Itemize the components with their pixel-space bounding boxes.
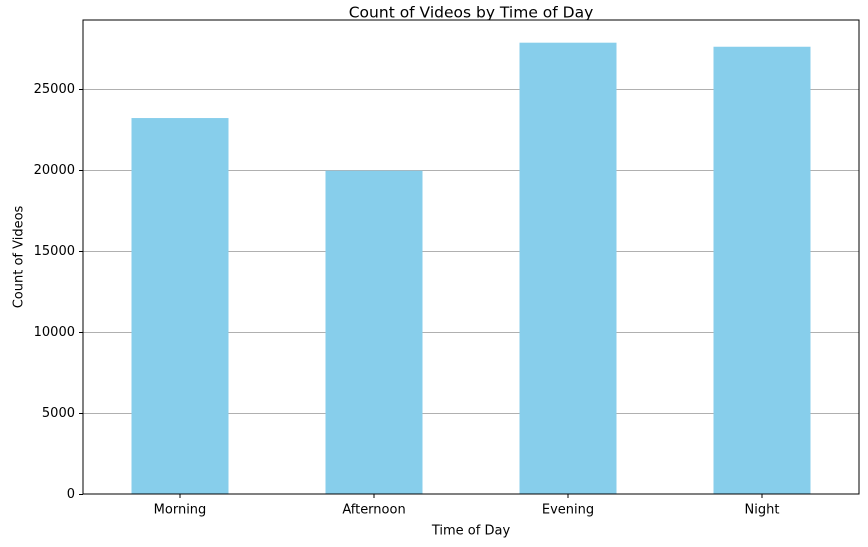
bars xyxy=(131,42,811,495)
x-tick-label: Afternoon xyxy=(342,503,405,518)
x-axis-ticks: Morning Afternoon Evening Night xyxy=(154,494,780,518)
y-tick-label: 5000 xyxy=(42,406,75,421)
x-tick-label: Morning xyxy=(154,503,207,518)
x-axis-label: Time of Day xyxy=(431,524,511,539)
y-tick-label: 10000 xyxy=(34,325,75,340)
y-tick-label: 25000 xyxy=(34,82,75,97)
x-tick-label: Night xyxy=(745,503,780,518)
y-tick-label: 0 xyxy=(67,487,75,502)
chart-title: Count of Videos by Time of Day xyxy=(349,4,594,22)
bar-evening xyxy=(519,42,617,494)
y-tick-label: 15000 xyxy=(34,244,75,259)
bar-morning xyxy=(131,118,229,495)
bar-afternoon xyxy=(325,170,423,494)
bar-night xyxy=(713,46,811,494)
y-tick-label: 20000 xyxy=(34,163,75,178)
x-tick-label: Evening xyxy=(542,503,594,518)
plot-frame xyxy=(82,19,860,495)
y-axis-label: Count of Videos xyxy=(12,205,27,308)
y-axis-ticks: 0 5000 10000 15000 20000 25000 xyxy=(34,82,83,502)
